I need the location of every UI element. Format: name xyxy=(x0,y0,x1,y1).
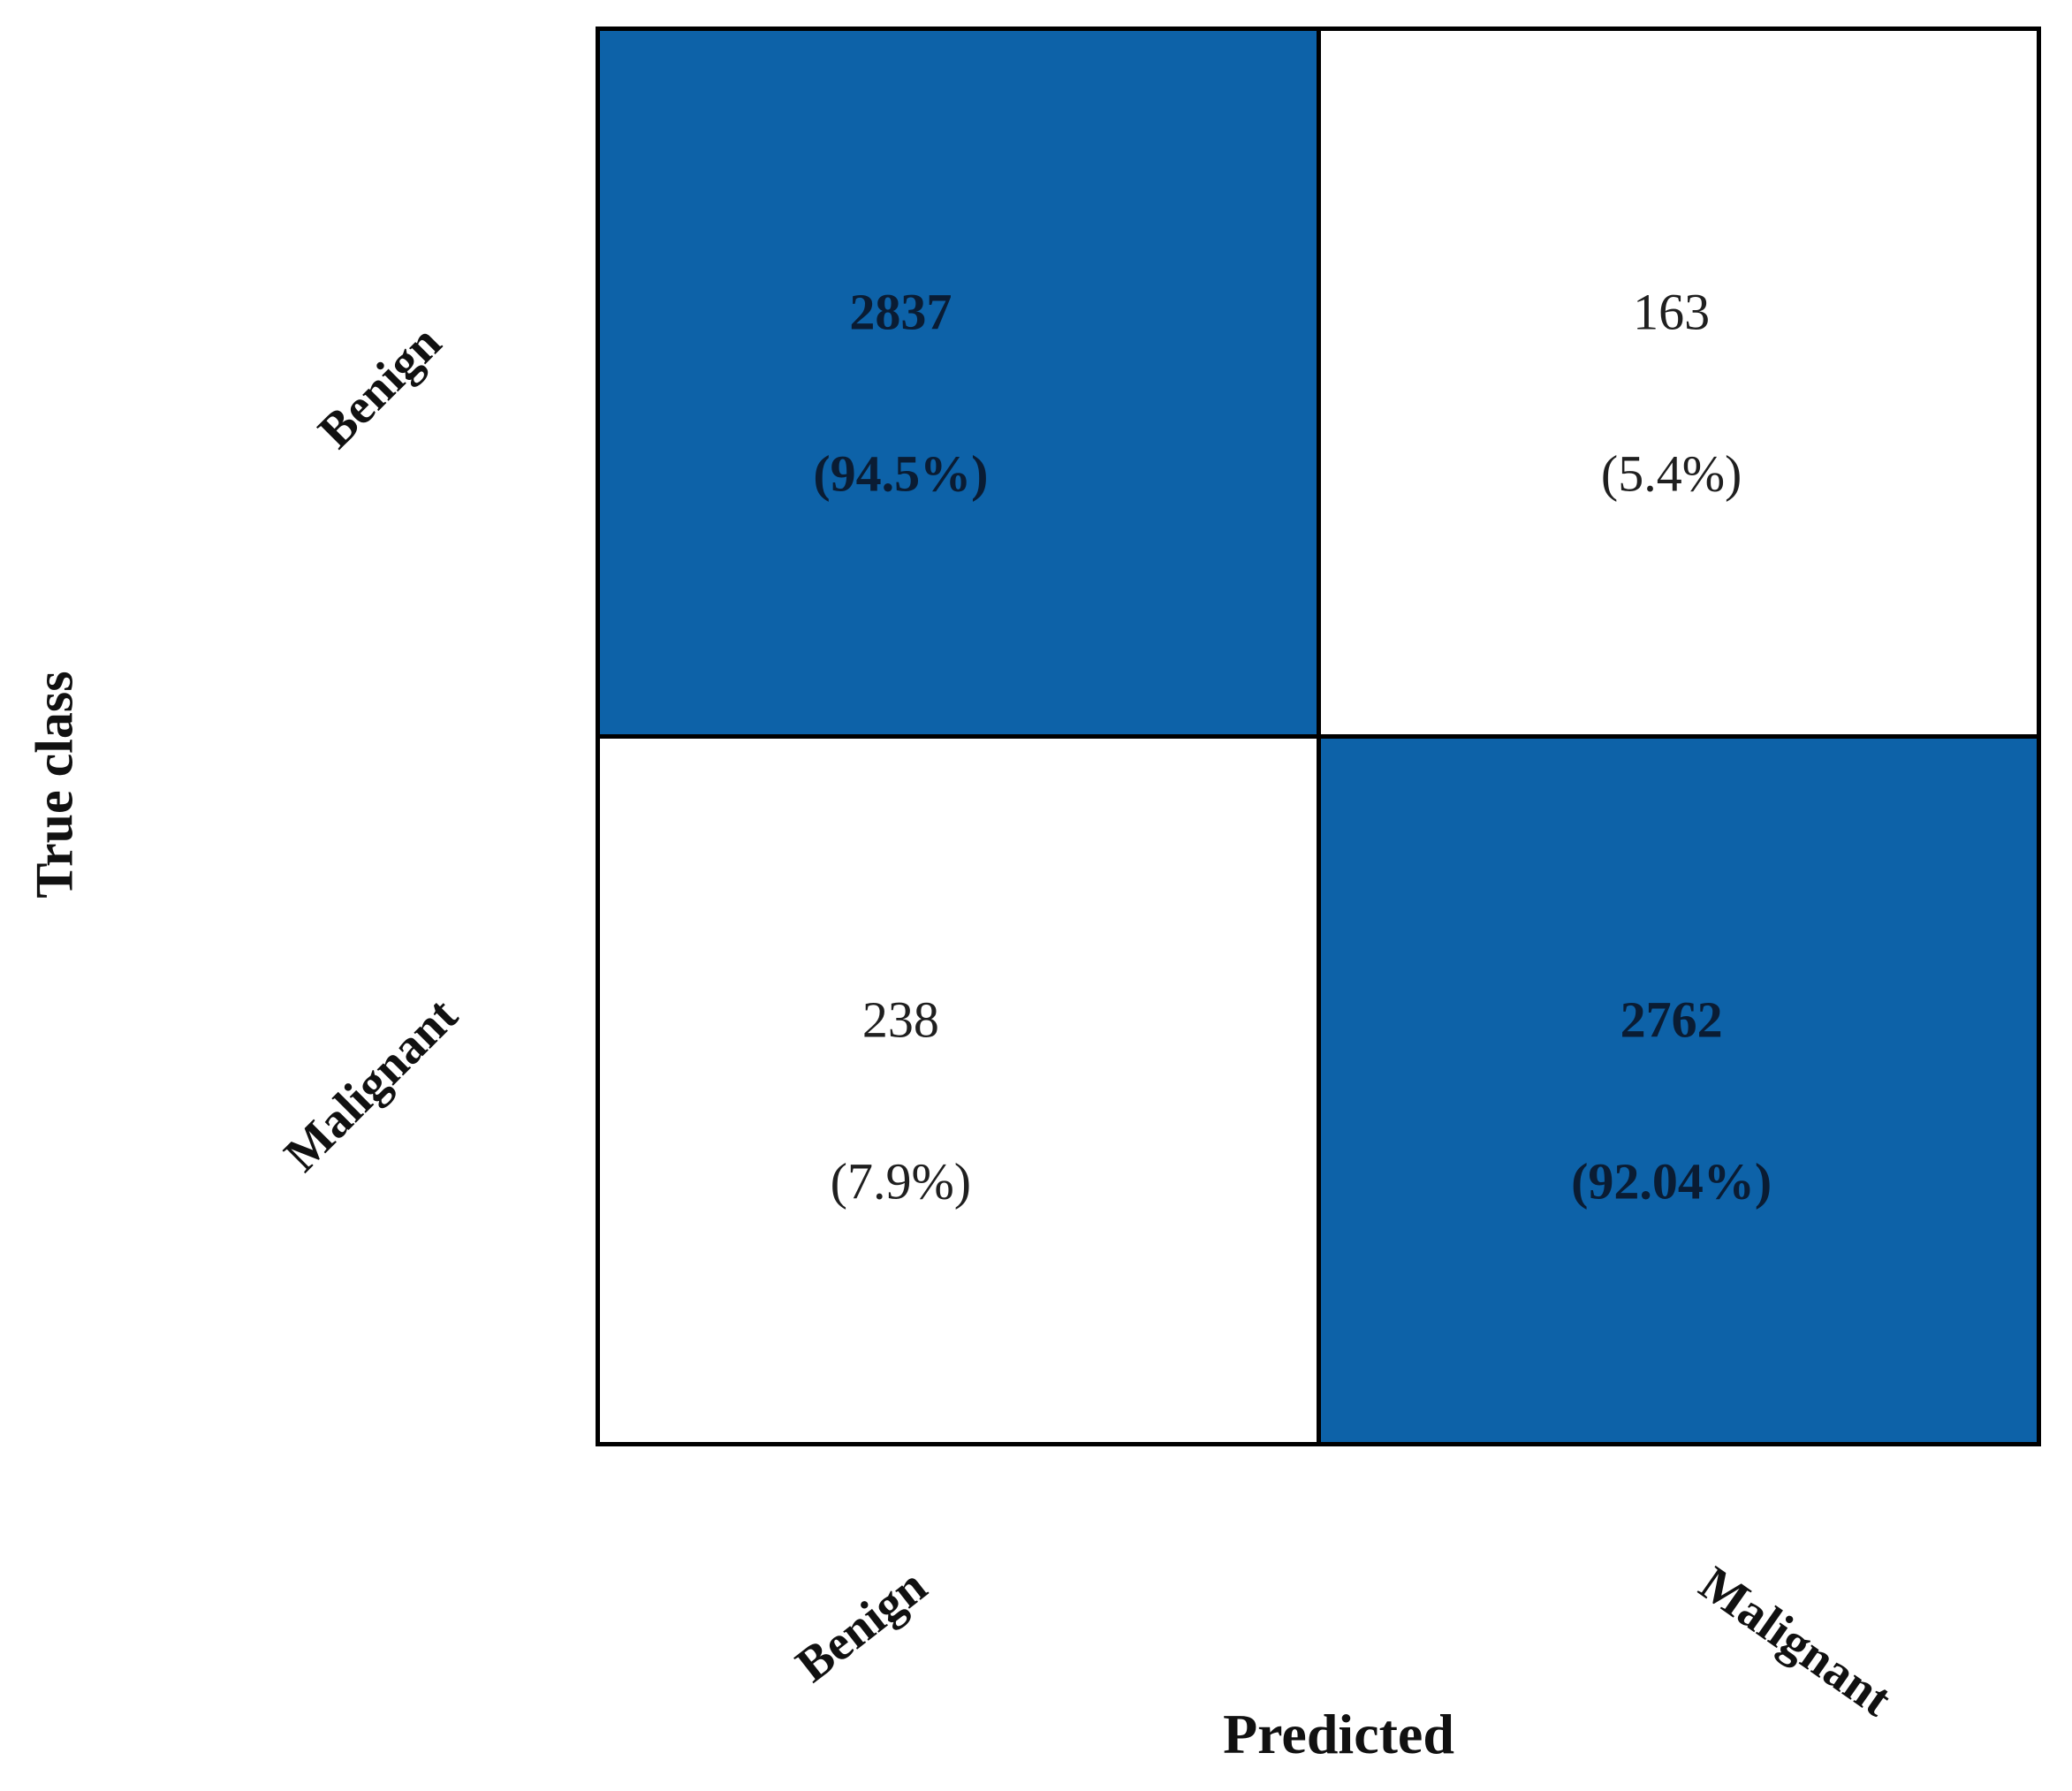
y-tick-benign: Benign xyxy=(307,315,452,459)
confusion-matrix-grid: 2837 (94.5%) 163 (5.4%) 238 (7.9%) 2762 … xyxy=(596,27,2041,1446)
x-tick-malignant: Malignant xyxy=(1689,1556,1901,1727)
cell-count: 238 xyxy=(861,990,939,1049)
cell-percent: (92.04%) xyxy=(1571,1152,1772,1210)
y-tick-malignant: Malignant xyxy=(274,988,468,1182)
y-axis-title: True class xyxy=(25,671,84,899)
cell-true-malignant-pred-benign: 238 (7.9%) xyxy=(600,739,1317,1442)
cell-true-malignant-pred-malignant: 2762 (92.04%) xyxy=(1320,739,2037,1442)
cell-true-benign-pred-malignant: 163 (5.4%) xyxy=(1320,31,2037,734)
cell-true-benign-pred-benign: 2837 (94.5%) xyxy=(600,31,1317,734)
x-axis-title: Predicted xyxy=(1223,1703,1454,1765)
x-tick-benign: Benign xyxy=(786,1558,937,1694)
cell-percent: (7.9%) xyxy=(830,1152,972,1210)
cell-count: 163 xyxy=(1633,283,1711,341)
cell-count: 2762 xyxy=(1620,990,1723,1049)
cell-percent: (94.5%) xyxy=(813,444,989,503)
cell-percent: (5.4%) xyxy=(1600,444,1742,503)
cell-count: 2837 xyxy=(849,283,953,341)
